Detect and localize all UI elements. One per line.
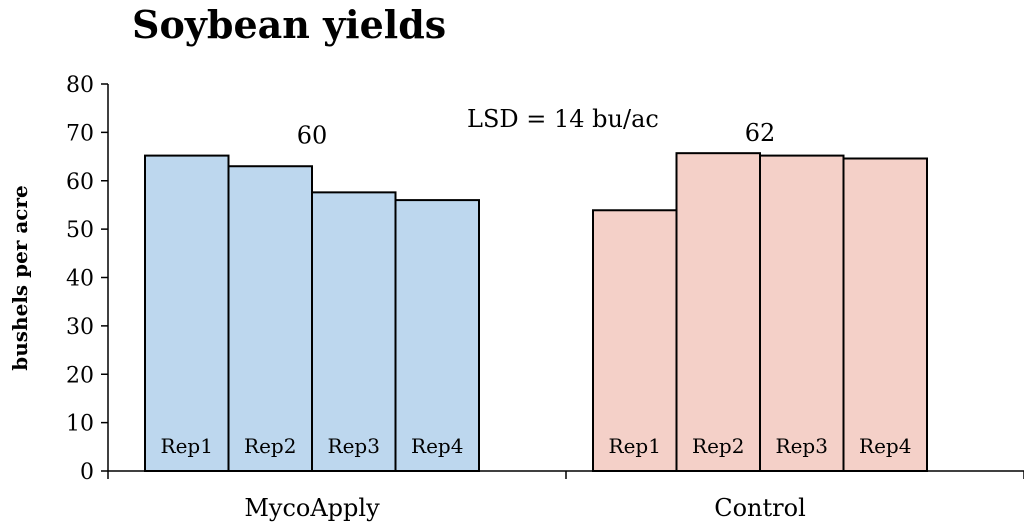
bar-mycoapply-rep1: [144, 154, 230, 472]
group-mean-label: 62: [745, 119, 776, 147]
bar-control-rep2: [675, 152, 761, 473]
plot-area: 0 10 20 30 40 50 60 70 80 Rep1 Rep2 Rep3 Rep4 60 MycoA…: [66, 73, 1024, 522]
bar-label: Rep3: [328, 434, 380, 458]
bar-control-rep1: [592, 209, 678, 472]
y-tick-label: 0: [80, 460, 94, 485]
bar-label: Rep2: [244, 434, 296, 458]
bar-label: Rep1: [161, 434, 213, 458]
bar-control-rep4: [842, 157, 928, 472]
bar-mycoapply-rep2: [227, 165, 313, 473]
y-tick-label: 60: [66, 170, 94, 195]
bar-label: Rep3: [776, 434, 828, 458]
y-tick-label: 30: [66, 315, 94, 340]
bar-mycoapply-rep4: [394, 199, 480, 472]
chart-title: Soybean yields: [132, 2, 446, 47]
x-category-label: Control: [714, 494, 806, 522]
bar-label: Rep2: [692, 434, 744, 458]
y-tick-label: 20: [66, 363, 94, 388]
y-tick-label: 50: [66, 218, 94, 243]
y-tick-label: 40: [66, 267, 94, 292]
bar-mycoapply-rep3: [311, 191, 397, 473]
y-tick-label: 70: [66, 121, 94, 146]
bar-label: Rep1: [609, 434, 661, 458]
bar-label: Rep4: [859, 434, 911, 458]
x-category-label: MycoApply: [244, 494, 380, 522]
bar-control-rep3: [759, 154, 845, 472]
group-mean-label: 60: [297, 122, 328, 150]
bar-label: Rep4: [411, 434, 463, 458]
lsd-annotation: LSD = 14 bu/ac: [467, 105, 659, 133]
y-tick-label: 80: [66, 73, 94, 98]
y-tick-label: 10: [66, 412, 94, 437]
y-axis-label: bushels per acre: [8, 185, 32, 370]
